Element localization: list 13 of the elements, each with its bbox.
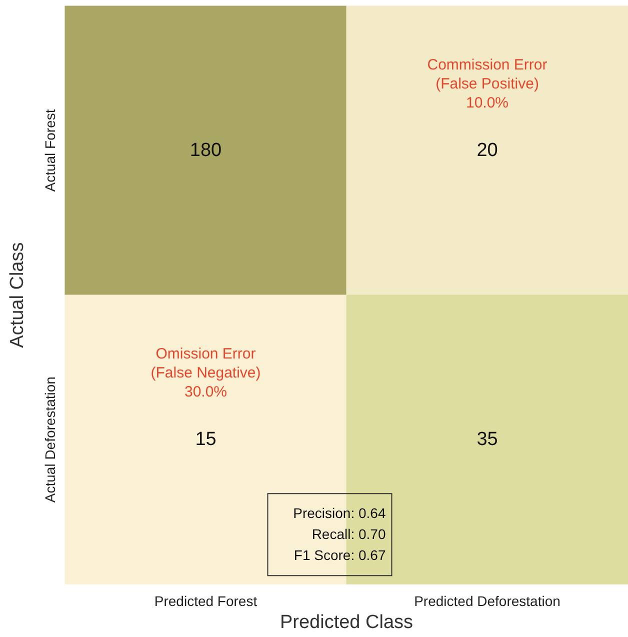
x-tick-label: Predicted Forest — [154, 593, 258, 610]
x-tick-label: Predicted Deforestation — [414, 593, 560, 610]
data-label: 35 — [476, 429, 498, 450]
data-label: 180 — [190, 140, 222, 162]
annotation: Precision: 0.64 Recall: 0.70 F1 Score: 0.67 — [293, 505, 386, 564]
annotation: Commission Error (False Positive) 10.0% — [427, 56, 548, 112]
x-axis-title: Predicted Class — [280, 612, 414, 633]
data-label: 15 — [195, 429, 216, 450]
y-axis-title: Actual Class — [7, 242, 28, 348]
annotation: Omission Error (False Negative) 30.0% — [150, 346, 261, 401]
data-label: 20 — [476, 140, 498, 162]
y-tick-label: Actual Deforestation — [42, 376, 58, 503]
y-tick-label: Actual Forest — [42, 109, 58, 192]
